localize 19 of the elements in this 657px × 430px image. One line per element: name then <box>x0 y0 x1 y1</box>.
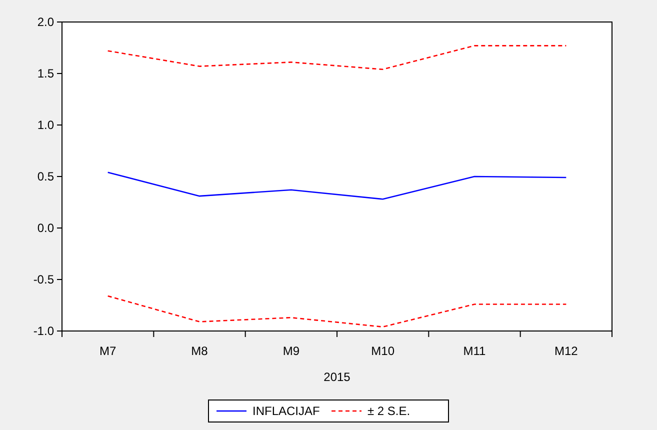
line-series <box>107 45 567 70</box>
x-tick-label: M9 <box>282 344 300 358</box>
y-tick-label: 0.5 <box>37 170 54 184</box>
y-tick-label: -1.0 <box>33 324 54 338</box>
x-axis-title: 2015 <box>324 370 351 384</box>
y-tick-label: 1.0 <box>37 118 54 132</box>
line-series <box>107 295 567 328</box>
x-tick-label: M10 <box>371 344 395 358</box>
legend-label: ± 2 S.E. <box>368 404 410 418</box>
legend-label: INFLACIJAF <box>252 404 320 418</box>
y-tick-label: 0.0 <box>37 221 54 236</box>
x-tick-label: M12 <box>554 344 578 358</box>
x-tick-label: M7 <box>99 344 116 358</box>
y-tick-label: 2.0 <box>37 15 54 30</box>
x-tick-label: M11 <box>463 344 486 358</box>
line-series <box>107 172 567 200</box>
x-tick-label: M8 <box>191 344 208 358</box>
y-tick-label: 1.5 <box>37 66 54 81</box>
y-tick-label: -0.5 <box>33 272 54 287</box>
